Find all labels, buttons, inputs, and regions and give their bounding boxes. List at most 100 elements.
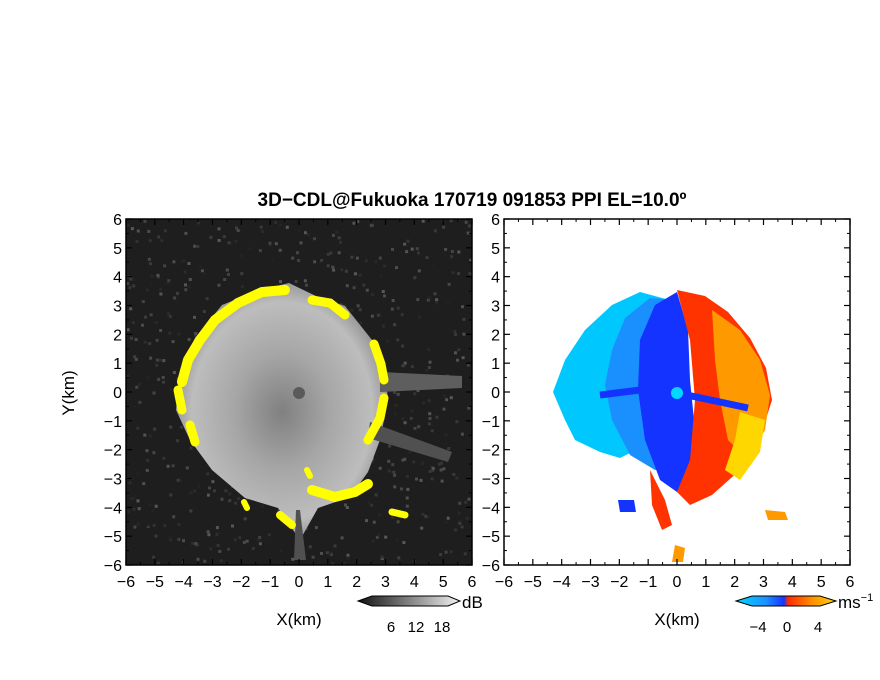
noise-speck bbox=[444, 520, 448, 524]
noise-speck bbox=[148, 434, 152, 438]
noise-speck bbox=[326, 252, 330, 256]
noise-speck bbox=[455, 476, 459, 480]
noise-speck bbox=[418, 315, 422, 319]
noise-speck bbox=[444, 248, 448, 251]
noise-speck bbox=[194, 331, 198, 335]
noise-speck bbox=[413, 325, 417, 329]
noise-speck bbox=[223, 278, 227, 281]
noise-speck bbox=[146, 376, 150, 380]
noise-speck bbox=[145, 449, 149, 453]
noise-speck bbox=[464, 500, 468, 504]
noise-speck bbox=[406, 239, 410, 243]
noise-speck bbox=[336, 266, 340, 270]
right-colorbar-tick-label: 4 bbox=[814, 619, 822, 636]
noise-speck bbox=[151, 509, 155, 513]
noise-speck bbox=[145, 288, 149, 292]
noise-speck bbox=[466, 231, 470, 235]
noise-speck bbox=[159, 287, 163, 291]
noise-speck bbox=[189, 340, 193, 344]
noise-speck bbox=[435, 301, 438, 305]
noise-speck bbox=[430, 263, 434, 267]
noise-speck bbox=[172, 515, 176, 519]
noise-speck bbox=[358, 273, 362, 277]
noise-speck bbox=[462, 332, 466, 336]
noise-speck bbox=[176, 439, 180, 443]
noise-speck bbox=[146, 523, 150, 527]
noise-speck bbox=[344, 269, 348, 273]
left-panel: −6 −5 −4 −3 −2 −1 0 1 2 3 4 5 6 −6 −5 −4 −3 −2 −1 0 1 2 3 4 5 6 Y… bbox=[59, 212, 477, 629]
noise-speck bbox=[396, 338, 400, 342]
noise-speck bbox=[408, 450, 412, 454]
left-x-tick-label: 0 bbox=[295, 574, 304, 591]
noise-speck bbox=[410, 409, 414, 413]
noise-speck bbox=[217, 227, 221, 231]
left-ray-streak bbox=[368, 422, 452, 462]
noise-speck bbox=[400, 487, 403, 491]
noise-speck bbox=[403, 242, 407, 246]
noise-speck bbox=[188, 278, 192, 281]
left-x-tick-label: −6 bbox=[117, 574, 135, 591]
right-colorbar-unit-exp: −1 bbox=[861, 592, 874, 604]
noise-speck bbox=[130, 336, 133, 340]
noise-speck bbox=[357, 290, 360, 294]
noise-speck bbox=[339, 240, 342, 244]
noise-speck bbox=[454, 351, 457, 355]
noise-speck bbox=[356, 304, 360, 308]
noise-speck bbox=[448, 328, 452, 332]
noise-speck bbox=[134, 338, 138, 342]
noise-speck bbox=[159, 358, 163, 362]
noise-speck bbox=[251, 546, 255, 550]
noise-speck bbox=[291, 557, 295, 561]
left-x-tick-label: 1 bbox=[323, 574, 332, 591]
noise-speck bbox=[419, 478, 423, 482]
noise-speck bbox=[211, 480, 215, 484]
noise-speck bbox=[159, 329, 163, 332]
noise-speck bbox=[374, 493, 378, 497]
noise-speck bbox=[425, 368, 429, 372]
noise-speck bbox=[462, 317, 466, 321]
noise-speck bbox=[248, 247, 251, 251]
noise-speck bbox=[440, 562, 444, 565]
noise-speck bbox=[392, 470, 396, 474]
noise-speck bbox=[185, 466, 189, 470]
noise-speck bbox=[168, 314, 172, 318]
noise-speck bbox=[197, 221, 201, 225]
noise-speck bbox=[224, 489, 228, 493]
noise-speck bbox=[189, 509, 193, 513]
noise-speck bbox=[126, 223, 130, 227]
noise-speck bbox=[159, 292, 163, 296]
noise-speck bbox=[152, 523, 156, 527]
noise-speck bbox=[128, 481, 132, 485]
noise-speck bbox=[208, 486, 211, 490]
left-flag-arc bbox=[173, 385, 187, 415]
noise-speck bbox=[428, 470, 432, 473]
noise-speck bbox=[237, 497, 240, 501]
left-y-tick-label: 5 bbox=[113, 241, 122, 258]
noise-speck bbox=[417, 425, 421, 429]
left-flag-arc bbox=[307, 295, 350, 320]
noise-speck bbox=[354, 272, 357, 276]
noise-speck bbox=[331, 233, 335, 237]
noise-speck bbox=[401, 473, 405, 477]
noise-speck bbox=[126, 374, 129, 378]
noise-speck bbox=[187, 285, 191, 289]
noise-speck bbox=[157, 235, 161, 239]
left-x-tick-label: −3 bbox=[203, 574, 221, 591]
right-x-tick-label: 5 bbox=[817, 574, 826, 591]
noise-speck bbox=[236, 229, 240, 232]
noise-speck bbox=[142, 482, 146, 486]
noise-speck bbox=[222, 235, 226, 239]
noise-speck bbox=[372, 520, 376, 524]
noise-speck bbox=[168, 535, 172, 539]
noise-speck bbox=[390, 307, 394, 311]
noise-speck bbox=[428, 412, 432, 416]
left-ray-streak bbox=[380, 372, 462, 392]
noise-speck bbox=[340, 268, 344, 272]
noise-speck bbox=[346, 553, 350, 557]
left-ray-streak bbox=[294, 510, 306, 560]
noise-speck bbox=[136, 426, 140, 430]
noise-speck bbox=[410, 247, 414, 251]
noise-speck bbox=[162, 359, 166, 363]
noise-speck bbox=[383, 264, 387, 268]
